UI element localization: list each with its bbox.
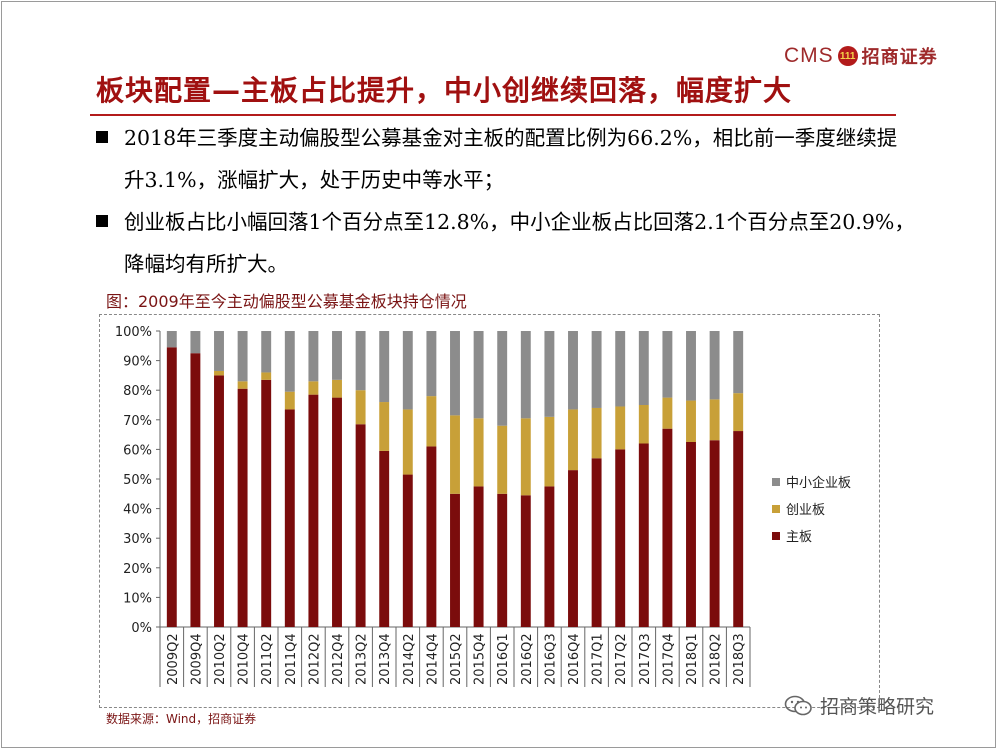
data-source: 数据来源：Wind，招商证券	[106, 712, 257, 726]
chart-frame	[99, 314, 880, 708]
company-logo: CMS 111 招商证券	[784, 40, 938, 72]
chart-caption: 图：2009年至今主动偏股型公募基金板块持仓情况	[106, 292, 467, 311]
wechat-icon	[784, 695, 812, 715]
bullet-text: 2018年三季度主动偏股型公募基金对主板的配置比例为66.2%，相比前一季度继续…	[124, 126, 898, 192]
bullet-text: 创业板占比小幅回落1个百分点至12.8%，中小企业板占比回落2.1个百分点至20…	[124, 210, 915, 276]
bullet-square-icon	[96, 215, 108, 227]
watermark: 招商策略研究	[784, 692, 934, 719]
bullet-item: 创业板占比小幅回落1个百分点至12.8%，中小企业板占比回落2.1个百分点至20…	[96, 201, 916, 285]
logo-cms-text: CMS	[784, 44, 834, 67]
title-underline	[90, 114, 896, 116]
bullet-item: 2018年三季度主动偏股型公募基金对主板的配置比例为66.2%，相比前一季度继续…	[96, 117, 916, 201]
logo-emblem-icon: 111	[837, 46, 858, 66]
logo-cn-text: 招商证券	[861, 47, 938, 68]
watermark-text: 招商策略研究	[820, 696, 935, 718]
bullet-square-icon	[96, 131, 108, 143]
slide-title: 板块配置—主板占比提升，中小创继续回落，幅度扩大	[96, 74, 793, 107]
